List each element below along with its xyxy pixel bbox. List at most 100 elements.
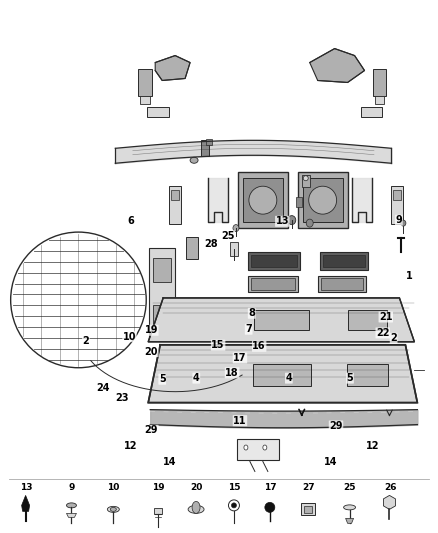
Bar: [304, 506, 312, 513]
Text: 12: 12: [124, 441, 138, 451]
Ellipse shape: [110, 507, 117, 511]
Text: 19: 19: [145, 325, 158, 335]
Ellipse shape: [67, 503, 77, 508]
Text: 21: 21: [379, 312, 392, 322]
Text: 13: 13: [276, 216, 289, 227]
Polygon shape: [155, 55, 190, 80]
Bar: [149, 248, 175, 338]
Bar: [296, 197, 302, 207]
Polygon shape: [148, 298, 414, 342]
Text: 14: 14: [324, 457, 337, 467]
Ellipse shape: [265, 503, 275, 512]
Text: 2: 2: [390, 333, 397, 343]
Ellipse shape: [249, 186, 277, 214]
Text: 5: 5: [159, 374, 166, 384]
Ellipse shape: [233, 224, 239, 232]
Bar: [254, 310, 309, 330]
Text: 9: 9: [396, 215, 402, 225]
Bar: [154, 508, 162, 514]
Bar: [251, 255, 297, 268]
Text: 25: 25: [221, 231, 234, 241]
Text: 22: 22: [376, 328, 389, 338]
Text: 26: 26: [384, 482, 396, 491]
Ellipse shape: [306, 219, 313, 227]
Text: 2: 2: [82, 336, 89, 346]
Ellipse shape: [190, 157, 198, 163]
Text: 11: 11: [233, 416, 247, 426]
Text: 29: 29: [145, 425, 158, 435]
Bar: [303, 178, 343, 222]
Text: 15: 15: [228, 482, 240, 491]
Bar: [253, 364, 311, 386]
Text: 4: 4: [193, 373, 200, 383]
Text: 14: 14: [163, 457, 177, 467]
Bar: [248, 252, 300, 270]
Bar: [243, 178, 283, 222]
Ellipse shape: [192, 502, 200, 513]
Text: 27: 27: [302, 482, 315, 491]
Text: 28: 28: [205, 239, 218, 249]
Text: 20: 20: [190, 482, 202, 491]
Bar: [171, 190, 179, 200]
Bar: [138, 69, 152, 96]
Text: 29: 29: [329, 421, 343, 431]
Ellipse shape: [107, 506, 119, 512]
Bar: [392, 186, 403, 224]
Bar: [346, 364, 389, 386]
Bar: [302, 175, 310, 187]
Bar: [230, 242, 238, 256]
Bar: [248, 276, 298, 292]
Text: 6: 6: [127, 216, 134, 227]
Text: 9: 9: [68, 482, 74, 491]
Text: 18: 18: [225, 368, 239, 378]
Bar: [320, 252, 367, 270]
Polygon shape: [383, 495, 396, 510]
Bar: [348, 310, 388, 330]
Bar: [301, 503, 314, 515]
Text: 20: 20: [145, 346, 158, 357]
Bar: [201, 140, 209, 156]
Ellipse shape: [231, 503, 237, 508]
Text: 7: 7: [245, 324, 252, 334]
Bar: [153, 257, 171, 282]
Ellipse shape: [401, 220, 406, 226]
Text: 13: 13: [20, 482, 32, 491]
Text: 15: 15: [212, 340, 225, 350]
Text: 19: 19: [152, 482, 164, 491]
Ellipse shape: [229, 500, 240, 511]
Text: 8: 8: [248, 308, 255, 318]
Ellipse shape: [263, 445, 267, 450]
Polygon shape: [67, 513, 77, 518]
Ellipse shape: [309, 186, 337, 214]
Bar: [186, 237, 198, 259]
Polygon shape: [21, 495, 30, 511]
Bar: [251, 278, 295, 290]
Bar: [360, 108, 382, 117]
Bar: [206, 139, 212, 146]
Ellipse shape: [244, 445, 248, 450]
Text: 17: 17: [264, 482, 277, 491]
Bar: [147, 108, 169, 117]
Ellipse shape: [303, 176, 308, 181]
Bar: [140, 96, 150, 104]
Polygon shape: [310, 49, 364, 83]
Text: 16: 16: [252, 341, 266, 351]
Bar: [372, 69, 386, 96]
Bar: [323, 255, 364, 268]
Bar: [298, 172, 348, 228]
Ellipse shape: [386, 499, 392, 505]
Bar: [237, 439, 279, 461]
Text: 24: 24: [96, 383, 110, 393]
Text: 5: 5: [346, 373, 353, 383]
Text: 23: 23: [115, 393, 129, 403]
Text: 10: 10: [123, 332, 136, 342]
Text: 17: 17: [233, 353, 247, 363]
Text: 10: 10: [107, 482, 120, 491]
Bar: [374, 96, 385, 104]
Text: 1: 1: [406, 271, 412, 281]
Bar: [318, 276, 366, 292]
Ellipse shape: [288, 216, 296, 224]
Bar: [321, 278, 363, 290]
Ellipse shape: [343, 505, 356, 510]
Text: 12: 12: [366, 441, 379, 451]
